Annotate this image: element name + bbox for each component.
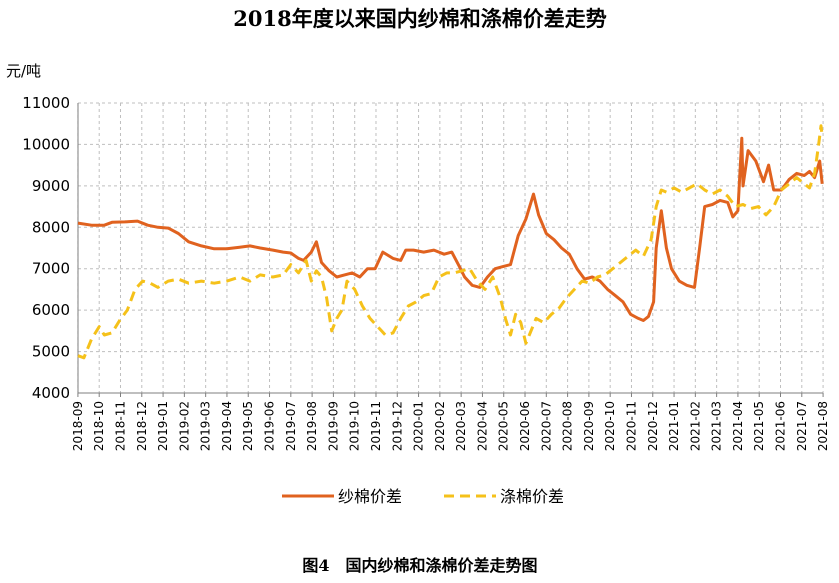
x-tick-label: 2019-01 — [156, 401, 170, 451]
y-tick-label: 5000 — [32, 343, 70, 361]
x-tick-label: 2019-08 — [305, 401, 319, 451]
x-tick-label: 2019-03 — [199, 401, 213, 451]
x-tick-label: 2020-09 — [582, 401, 596, 451]
x-tick-label: 2018-11 — [113, 401, 127, 451]
x-tick-label: 2019-06 — [263, 401, 277, 451]
x-tick-label: 2021-01 — [667, 401, 681, 451]
x-tick-label: 2021-03 — [710, 401, 724, 451]
x-tick-label: 2018-09 — [71, 401, 85, 451]
x-tick-label: 2020-06 — [518, 401, 532, 451]
x-tick-label: 2019-07 — [284, 401, 298, 451]
x-tick-label: 2019-09 — [326, 401, 340, 451]
x-tick-label: 2020-10 — [603, 401, 617, 451]
x-tick-label: 2021-08 — [816, 401, 830, 451]
x-tick-label: 2020-02 — [433, 401, 447, 451]
y-tick-label: 9000 — [32, 177, 70, 195]
x-tick-label: 2020-12 — [646, 401, 660, 451]
y-tick-label: 4000 — [32, 384, 70, 402]
chart-title: 2018年度以来国内纱棉和涤棉价差走势 — [233, 6, 606, 31]
x-tick-label: 2019-02 — [177, 401, 191, 451]
legend-label-yarn: 纱棉价差 — [338, 487, 402, 506]
x-tick-label: 2021-06 — [774, 401, 788, 451]
x-tick-label: 2020-08 — [561, 401, 575, 451]
x-tick-label: 2021-07 — [795, 401, 809, 451]
x-tick-label: 2019-10 — [348, 401, 362, 451]
x-tick-label: 2021-02 — [688, 401, 702, 451]
y-tick-label: 10000 — [22, 135, 70, 153]
y-tick-label: 7000 — [32, 260, 70, 278]
x-tick-label: 2020-04 — [475, 401, 489, 451]
figure-caption: 图4 国内纱棉和涤棉价差走势图 — [302, 556, 537, 575]
x-tick-label: 2020-07 — [539, 401, 553, 451]
x-tick-label: 2020-05 — [497, 401, 511, 451]
series-line-poly — [77, 124, 824, 360]
x-tick-label: 2018-10 — [92, 401, 106, 451]
y-axis-unit-label: 元/吨 — [6, 62, 41, 80]
x-tick-label: 2021-05 — [752, 401, 766, 451]
series-line-yarn — [77, 136, 824, 322]
x-tick-label: 2020-01 — [412, 401, 426, 451]
legend: 纱棉价差 涤棉价差 — [282, 487, 564, 506]
x-tick-label: 2019-11 — [369, 401, 383, 451]
y-tick-label: 11000 — [22, 94, 70, 112]
y-tick-label: 6000 — [32, 301, 70, 319]
x-tick-label: 2019-12 — [390, 401, 404, 451]
x-tick-label: 2021-04 — [731, 401, 745, 451]
x-tick-label: 2019-05 — [241, 401, 255, 451]
legend-label-poly: 涤棉价差 — [500, 487, 564, 506]
x-tick-label: 2019-04 — [220, 401, 234, 451]
x-tick-label: 2018-12 — [135, 401, 149, 451]
plot-area: 4000 5000 6000 7000 8000 9000 10000 11000 2018-0… — [22, 94, 830, 451]
y-tick-label: 8000 — [32, 218, 70, 236]
x-tick-label: 2020-03 — [454, 401, 468, 451]
x-tick-label: 2020-11 — [624, 401, 638, 451]
